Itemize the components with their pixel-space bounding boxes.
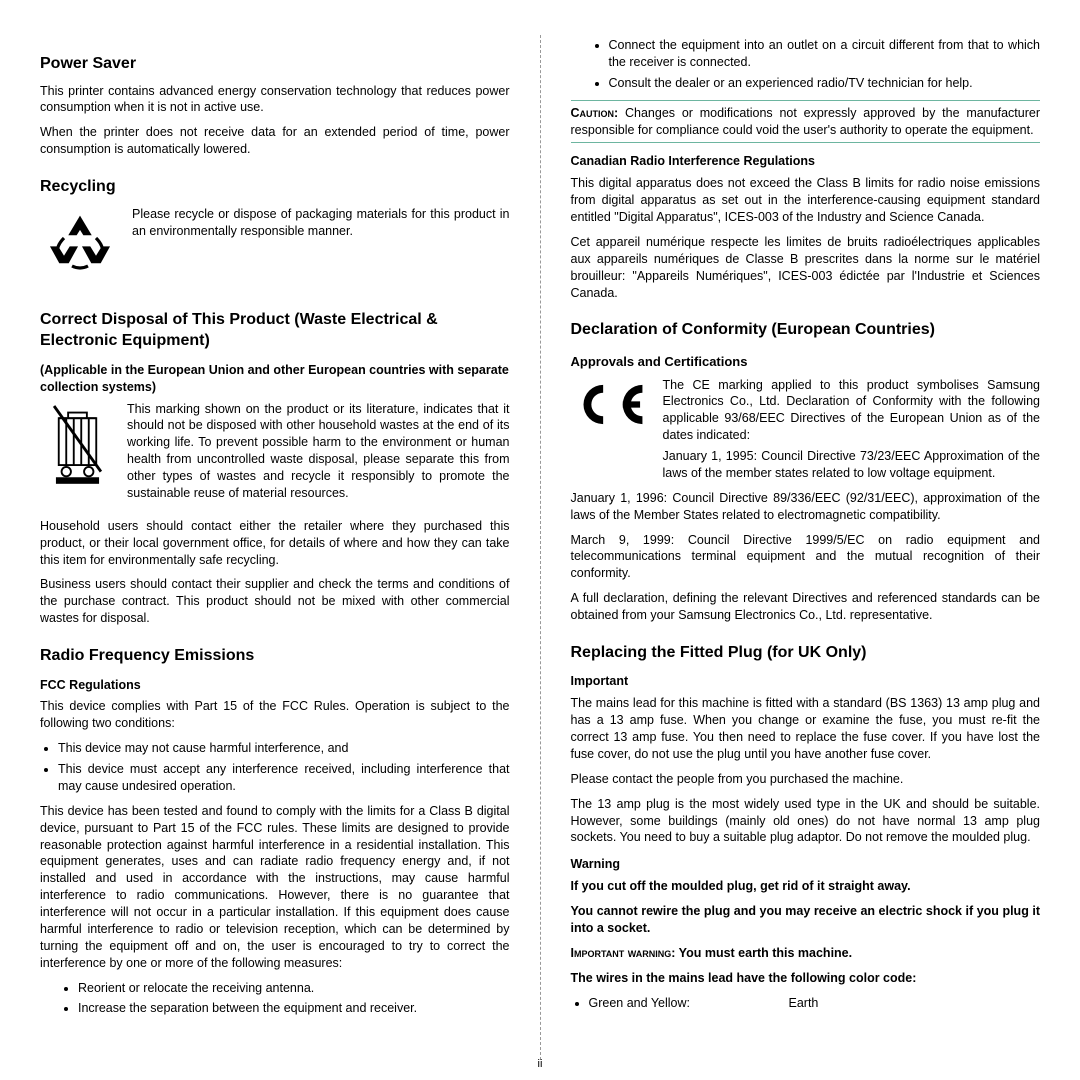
ce-mark-icon [571, 377, 651, 437]
list: Green and Yellow: Earth [589, 995, 1041, 1012]
list-item: Green and Yellow: Earth [589, 995, 1041, 1012]
list-item: Reorient or relocate the receiving anten… [78, 980, 510, 997]
subheading-warning: Warning [571, 856, 1041, 873]
right-column: Connect the equipment into an outlet on … [571, 35, 1041, 1060]
page-number: ii [538, 1057, 543, 1072]
paragraph: When the printer does not receive data f… [40, 124, 510, 158]
list-item: Increase the separation between the equi… [78, 1000, 510, 1017]
subheading: (Applicable in the European Union and ot… [40, 362, 510, 396]
paragraph: March 9, 1999: Council Directive 1999/5/… [571, 532, 1041, 583]
heading-recycling: Recycling [40, 176, 510, 198]
paragraph: The CE marking applied to this product s… [663, 377, 1041, 445]
heading-plug: Replacing the Fitted Plug (for UK Only) [571, 642, 1041, 664]
column-divider [540, 35, 541, 1060]
paragraph: This device complies with Part 15 of the… [40, 698, 510, 732]
heading-disposal: Correct Disposal of This Product (Waste … [40, 309, 510, 352]
paragraph: This printer contains advanced energy co… [40, 83, 510, 117]
paragraph: This device has been tested and found to… [40, 803, 510, 972]
paragraph: This marking shown on the product or its… [127, 401, 510, 502]
paragraph: Cet appareil numérique respecte les limi… [571, 234, 1041, 302]
paragraph: Please contact the people from you purch… [571, 771, 1041, 788]
recycling-icon [40, 206, 120, 291]
paragraph: Important warning: You must earth this m… [571, 945, 1041, 962]
caution-label: Caution: [571, 106, 619, 120]
heading-rfe: Radio Frequency Emissions [40, 645, 510, 667]
paragraph: If you cut off the moulded plug, get rid… [571, 878, 1041, 895]
paragraph: January 1, 1995: Council Directive 73/23… [663, 448, 1041, 482]
paragraph: The wires in the mains lead have the fol… [571, 970, 1041, 987]
paragraph: This digital apparatus does not exceed t… [571, 175, 1041, 226]
list: Connect the equipment into an outlet on … [609, 37, 1041, 92]
subheading-canadian: Canadian Radio Interference Regulations [571, 153, 1041, 170]
caution-box: Caution: Changes or modifications not ex… [571, 100, 1041, 144]
subheading-important: Important [571, 673, 1041, 690]
list-item: Consult the dealer or an experienced rad… [609, 75, 1041, 92]
paragraph: January 1, 1996: Council Directive 89/33… [571, 490, 1041, 524]
weee-bin-icon [40, 401, 115, 491]
heading-doc: Declaration of Conformity (European Coun… [571, 319, 1041, 341]
paragraph: The 13 amp plug is the most widely used … [571, 796, 1041, 847]
paragraph: A full declaration, defining the relevan… [571, 590, 1041, 624]
paragraph: Please recycle or dispose of packaging m… [132, 206, 510, 240]
paragraph: Household users should contact either th… [40, 518, 510, 569]
heading-power-saver: Power Saver [40, 53, 510, 75]
paragraph: Business users should contact their supp… [40, 576, 510, 627]
list-item: This device may not cause harmful interf… [58, 740, 510, 757]
left-column: Power Saver This printer contains advanc… [40, 35, 510, 1060]
subheading-approvals: Approvals and Certifications [571, 353, 1041, 371]
list: This device may not cause harmful interf… [58, 740, 510, 795]
paragraph: The mains lead for this machine is fitte… [571, 695, 1041, 763]
list: Reorient or relocate the receiving anten… [78, 980, 510, 1018]
caution-text: Changes or modifications not expressly a… [571, 106, 1041, 137]
paragraph: You cannot rewire the plug and you may r… [571, 903, 1041, 937]
list-item: Connect the equipment into an outlet on … [609, 37, 1041, 71]
subheading-fcc: FCC Regulations [40, 677, 510, 694]
list-item: This device must accept any interference… [58, 761, 510, 795]
